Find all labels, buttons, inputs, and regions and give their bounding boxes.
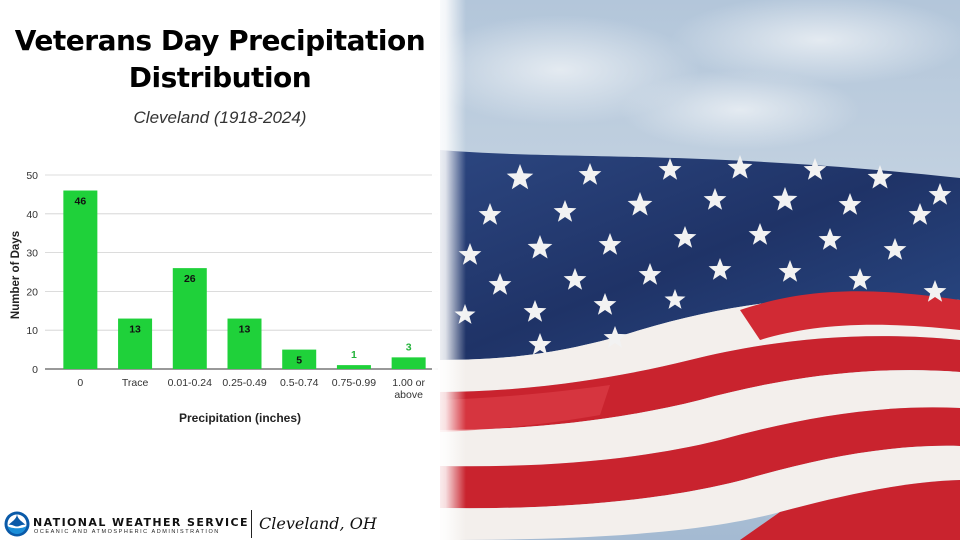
flag-star-icon xyxy=(673,226,697,248)
y-tick-label: 10 xyxy=(26,325,38,337)
flag-star-icon xyxy=(578,163,602,185)
page-subtitle: Cleveland (1918-2024) xyxy=(133,108,307,127)
flag-star-icon xyxy=(527,235,553,259)
bar xyxy=(391,357,426,369)
data-label: 1 xyxy=(351,349,357,361)
agency-name: NATIONAL WEATHER SERVICE xyxy=(33,516,249,529)
flag-star-icon xyxy=(772,187,798,211)
flag-star-icon xyxy=(703,188,727,210)
data-label: 46 xyxy=(75,196,87,208)
chart-panel: Veterans Day Precipitation Distribution … xyxy=(0,0,450,540)
noaa-logo-icon xyxy=(4,511,30,537)
flag-star-icon xyxy=(553,200,577,222)
y-tick-label: 40 xyxy=(26,209,38,221)
x-tick-label: Trace xyxy=(122,377,149,389)
flag-star-icon xyxy=(848,268,872,290)
x-tick-label: 1.00 or above xyxy=(392,377,425,401)
bar xyxy=(227,318,262,369)
flag-photo xyxy=(440,0,960,540)
flag-star-icon xyxy=(563,268,587,290)
flag-star-icon xyxy=(748,223,772,245)
flag-star-icon xyxy=(458,243,482,265)
y-axis-ticks: 0 10 20 30 40 50 xyxy=(26,170,38,376)
office-name: Cleveland, OH xyxy=(259,514,377,533)
bars xyxy=(63,190,426,369)
flag-star-icon xyxy=(883,238,907,260)
bar xyxy=(172,268,207,369)
photo-fade xyxy=(432,0,466,540)
bar xyxy=(118,318,153,369)
flag-star-icon xyxy=(627,192,653,216)
flag-star-icon xyxy=(506,164,534,190)
flag-star-icon xyxy=(727,155,753,179)
x-axis-label: Precipitation (inches) xyxy=(179,411,301,425)
title-line-1: Veterans Day Precipitation xyxy=(14,24,426,57)
x-tick-label: 0.5-0.74 xyxy=(280,377,319,389)
title-line-2: Distribution xyxy=(128,61,312,94)
flag-stars xyxy=(454,155,952,355)
flag-star-icon xyxy=(708,258,732,280)
data-label: 26 xyxy=(184,273,196,285)
flag-star-icon xyxy=(803,158,827,180)
data-label: 5 xyxy=(296,355,302,367)
flag-star-icon xyxy=(523,300,547,322)
x-tick-label: 0 xyxy=(77,377,83,389)
flag-star-icon xyxy=(658,158,682,180)
agency-subtitle: OCEANIC AND ATMOSPHERIC ADMINISTRATION xyxy=(34,529,220,535)
flag-star-icon xyxy=(818,228,842,250)
page-title: Veterans Day Precipitation Distribution xyxy=(0,22,440,96)
footer: NATIONAL WEATHER SERVICE OCEANIC AND ATM… xyxy=(0,505,440,541)
x-axis-ticks: 0 Trace 0.01-0.24 0.25-0.49 0.5-0.74 0.75-0.9… xyxy=(77,377,425,401)
x-tick-label: 0.75-0.99 xyxy=(332,377,377,389)
flag-star-icon xyxy=(593,293,617,315)
flag-star-icon xyxy=(908,203,932,225)
bar xyxy=(63,190,98,369)
flag-star-icon xyxy=(923,280,947,302)
flag-star-icon xyxy=(928,183,952,205)
bar xyxy=(336,365,371,369)
american-flag-icon xyxy=(440,0,960,540)
data-label: 13 xyxy=(129,324,141,336)
y-axis-label: Number of Days xyxy=(10,231,22,319)
flag-star-icon xyxy=(488,273,512,295)
footer-divider xyxy=(251,510,252,538)
y-tick-label: 30 xyxy=(26,248,38,260)
flag-star-icon xyxy=(478,203,502,225)
x-tick-label: 0.01-0.24 xyxy=(168,377,213,389)
flag-star-icon xyxy=(838,193,862,215)
data-label: 3 xyxy=(406,341,412,353)
flag-star-icon xyxy=(664,289,686,309)
flag-star-icon xyxy=(638,263,662,285)
y-tick-label: 50 xyxy=(26,170,38,182)
flag-star-icon xyxy=(778,260,802,282)
grid-lines xyxy=(45,174,438,370)
data-label: 13 xyxy=(239,324,251,336)
flag-star-icon xyxy=(867,165,893,189)
bar xyxy=(282,349,317,369)
flag-star-icon xyxy=(528,333,552,355)
flag-star-icon xyxy=(598,233,622,255)
x-tick-label: 0.25-0.49 xyxy=(222,377,267,389)
y-tick-label: 0 xyxy=(32,364,38,376)
flag-star-icon xyxy=(603,326,627,348)
y-tick-label: 20 xyxy=(26,286,38,298)
